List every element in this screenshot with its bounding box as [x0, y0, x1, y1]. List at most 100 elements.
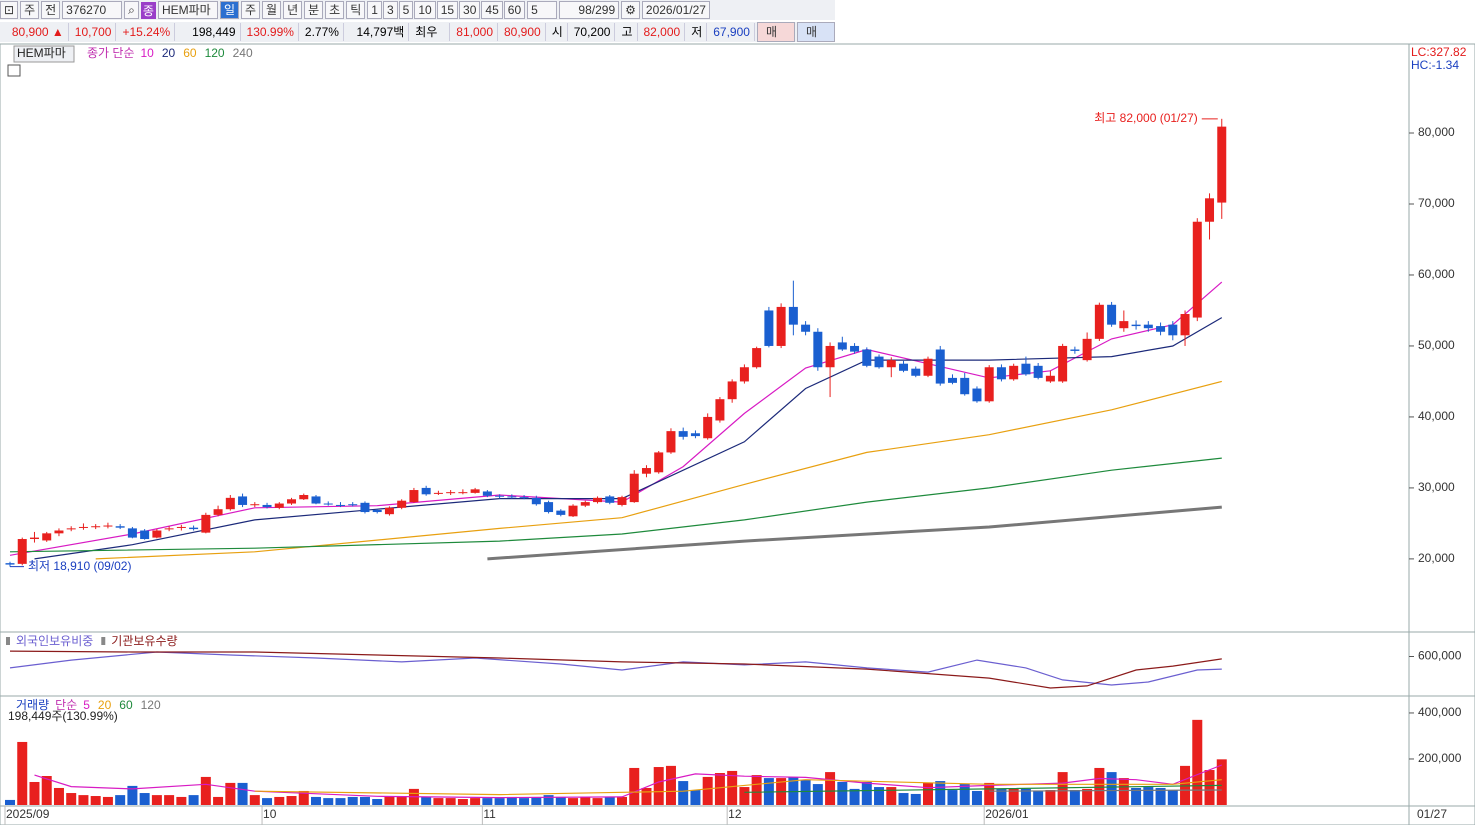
candle-body — [996, 367, 1006, 380]
candle-body — [1192, 221, 1202, 318]
interval-button[interactable]: 15 — [436, 1, 459, 19]
ma-line — [744, 784, 1222, 793]
candle-body — [1033, 365, 1043, 378]
candle-body — [176, 526, 186, 528]
period-button[interactable]: 분 — [304, 1, 324, 19]
candle-body — [152, 530, 162, 538]
interval-button[interactable]: 3 — [382, 1, 398, 19]
tool-button[interactable]: ⚙ — [621, 1, 640, 19]
candle-body — [764, 310, 774, 346]
interval-button[interactable]: 60 — [503, 1, 526, 19]
volume-rate: 130.99% — [243, 23, 299, 41]
x-tick-label: 11 — [483, 807, 496, 821]
market-select[interactable]: 주 — [20, 1, 40, 19]
volume-bar — [1143, 787, 1154, 805]
candle-body — [1045, 375, 1055, 382]
count-select[interactable]: 5 — [527, 1, 558, 19]
annotation: 최고 82,000 (01/27) — [1094, 111, 1197, 125]
volume-bar — [653, 767, 664, 805]
legend-entry: 5 — [83, 698, 90, 712]
ma-line — [254, 779, 1222, 796]
candle-body — [617, 497, 627, 505]
volume-bar — [41, 776, 52, 805]
volume-bar — [176, 796, 187, 805]
candle-body — [421, 487, 431, 495]
volume-bar — [751, 775, 762, 805]
change: 10,700 — [71, 23, 117, 41]
period-button[interactable]: 일 — [219, 1, 239, 19]
candle-body — [605, 496, 615, 503]
legend-box — [13, 45, 75, 63]
candle-body — [629, 473, 639, 503]
candle-body — [690, 433, 700, 437]
volume-bar — [1069, 790, 1080, 805]
open: 70,200 — [570, 23, 616, 41]
volume-bar — [29, 781, 40, 805]
period-button[interactable]: 초 — [325, 1, 345, 19]
candle-body — [519, 497, 529, 499]
candle-body — [788, 306, 798, 325]
candle-body — [593, 497, 603, 503]
y-tick-label: 400,000 — [1418, 705, 1462, 719]
candle-body — [78, 526, 88, 528]
candle-body — [103, 525, 113, 527]
volume-bar — [298, 790, 309, 805]
code-input[interactable]: 376270 — [62, 1, 123, 19]
interval-button[interactable]: 5 — [398, 1, 414, 19]
interval-button[interactable]: 30 — [459, 1, 481, 19]
volume-label: 198,449주(130.99%) — [8, 709, 118, 723]
candle-body — [1131, 324, 1141, 327]
price: 80,900 ▲ — [0, 23, 69, 41]
candle-body — [458, 492, 468, 494]
candle-body — [801, 324, 811, 332]
x-tick-label: 2025/09 — [6, 807, 50, 821]
volume-bar — [568, 798, 579, 805]
candle-body — [127, 528, 137, 538]
menu-button[interactable]: ⊡ — [0, 1, 19, 19]
volume-bar — [1167, 790, 1178, 805]
candle-body — [556, 510, 566, 515]
volume-bar — [531, 796, 542, 805]
interval-button[interactable]: 1 — [367, 1, 382, 19]
stock-name[interactable]: HEM파마 — [157, 1, 218, 19]
lc-label: LC:327.82 — [1411, 45, 1467, 59]
candle-body — [470, 489, 480, 493]
chart-title: HEM파마 — [17, 46, 66, 60]
volume-bar — [225, 782, 236, 805]
candle-body — [886, 360, 896, 368]
volume-bar — [910, 793, 921, 805]
candle-body — [666, 431, 676, 453]
settings-icon[interactable] — [7, 64, 21, 77]
period-button[interactable]: 월 — [262, 1, 282, 19]
candle-body — [850, 345, 860, 352]
legend-marker — [101, 637, 106, 645]
volume-bar — [825, 772, 836, 805]
candle-body — [1009, 365, 1019, 380]
candle-body — [1217, 126, 1227, 203]
volume-bar — [1118, 778, 1129, 805]
legend-entry: 기관보유수량 — [111, 634, 177, 648]
period-button[interactable]: 틱 — [346, 1, 366, 19]
period-button[interactable]: 년 — [283, 1, 303, 19]
scope-button[interactable]: 전 — [41, 1, 61, 19]
y-tick-label: 60,000 — [1418, 267, 1455, 281]
legend-entry: 120 — [141, 698, 161, 712]
date-input[interactable]: 2026/01/27 — [641, 1, 710, 19]
volume-bar — [78, 795, 89, 805]
interval-button[interactable]: 45 — [481, 1, 503, 19]
volume-bar — [102, 796, 113, 805]
candle-body — [225, 497, 235, 510]
search-button[interactable]: ⌕ — [124, 1, 139, 19]
candle-body — [287, 499, 297, 504]
y-tick-label: 600,000 — [1418, 649, 1462, 663]
interval-button[interactable]: 10 — [414, 1, 436, 19]
candle-body — [299, 495, 309, 500]
range: 98/299 — [559, 1, 620, 19]
volume-bar — [5, 799, 15, 805]
candle-body — [1082, 338, 1092, 361]
period-button[interactable]: 주 — [240, 1, 261, 19]
volume-bar — [629, 767, 640, 805]
y-tick-label: 20,000 — [1418, 551, 1455, 565]
